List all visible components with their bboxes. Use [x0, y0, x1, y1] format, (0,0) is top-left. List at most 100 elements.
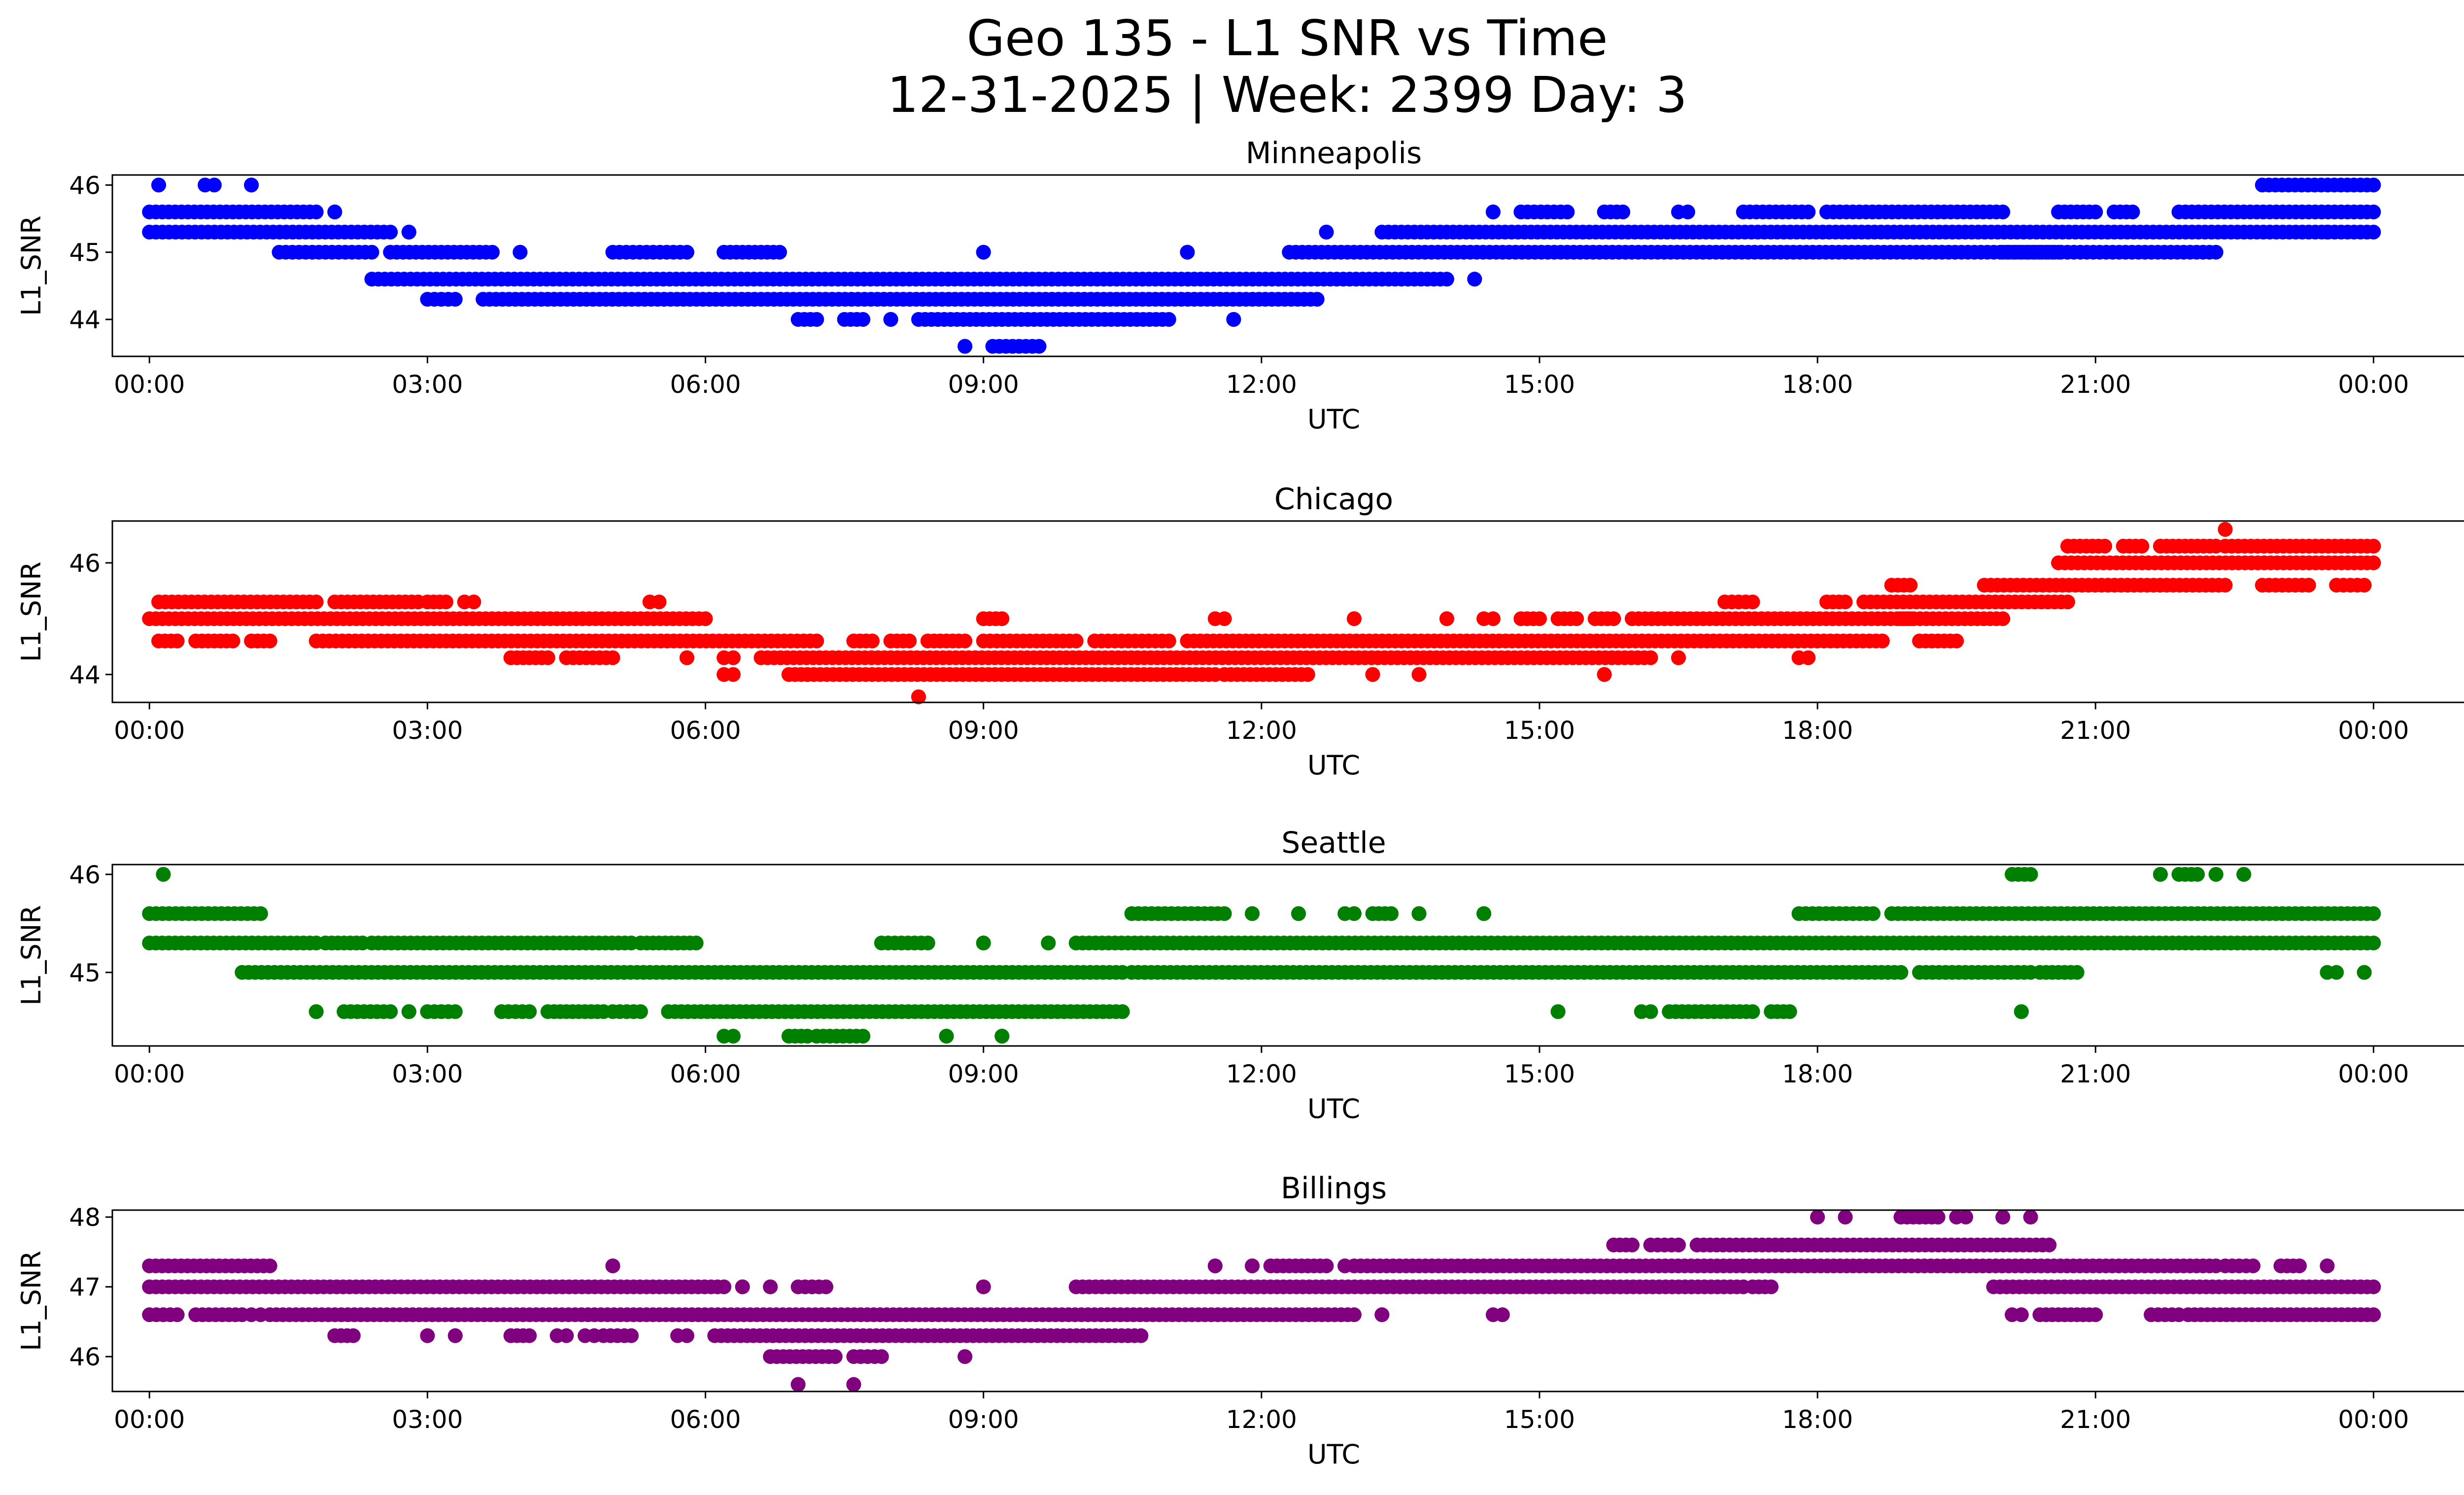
data-point	[827, 1349, 843, 1364]
data-point	[624, 1328, 639, 1343]
x-tick-label: 09:00	[948, 370, 1019, 399]
data-point	[1217, 906, 1232, 921]
x-tick-label: 06:00	[670, 370, 741, 399]
data-point	[1291, 906, 1306, 921]
data-point	[253, 906, 268, 921]
chart-title-line1: Geo 135 - L1 SNR vs Time	[967, 9, 1608, 67]
data-point	[1495, 1307, 1510, 1322]
data-point	[679, 650, 694, 665]
x-tick-label: 03:00	[392, 1405, 463, 1434]
data-point	[401, 224, 416, 240]
data-point	[1745, 1004, 1760, 1019]
data-point	[1569, 611, 1584, 626]
x-tick-label: 15:00	[1504, 1405, 1575, 1434]
data-point	[958, 339, 973, 354]
data-point	[790, 1377, 806, 1392]
x-tick-label: 00:00	[114, 1405, 185, 1434]
data-point	[939, 1029, 954, 1044]
x-tick-label: 12:00	[1226, 1060, 1297, 1088]
data-point	[1180, 244, 1195, 260]
data-point	[308, 1004, 324, 1019]
y-axis-label: L1_SNR	[16, 215, 47, 316]
data-point	[1319, 1258, 1334, 1274]
data-point	[1606, 611, 1621, 626]
data-point	[976, 244, 991, 260]
data-point	[2060, 594, 2075, 610]
data-point	[513, 244, 528, 260]
data-point	[1625, 1237, 1640, 1252]
data-point	[819, 1279, 833, 1294]
data-point	[2320, 224, 2335, 240]
x-tick-label: 18:00	[1782, 1060, 1853, 1088]
data-point	[651, 594, 667, 610]
data-point	[1875, 633, 1890, 649]
data-point	[2088, 205, 2103, 219]
data-point	[846, 1377, 861, 1392]
data-point	[717, 1279, 732, 1294]
data-point	[2218, 522, 2233, 537]
data-point	[1958, 1210, 1973, 1225]
subplot-title: Seattle	[1281, 826, 1386, 860]
data-point	[1365, 667, 1380, 682]
data-point	[308, 205, 324, 219]
x-tick-label: 18:00	[1782, 370, 1853, 399]
data-point	[151, 177, 166, 193]
x-tick-label: 00:00	[114, 716, 185, 745]
data-point	[225, 633, 240, 649]
data-point	[1346, 1307, 1362, 1322]
data-point	[874, 1349, 889, 1364]
data-point	[2218, 578, 2233, 593]
data-point	[2236, 867, 2252, 882]
data-point	[1671, 1237, 1686, 1252]
data-point	[976, 1279, 991, 1294]
data-point	[2208, 244, 2224, 260]
x-axis-label: UTC	[1307, 1439, 1360, 1470]
data-point	[2097, 539, 2113, 554]
data-point	[401, 1004, 416, 1019]
data-point	[522, 1328, 537, 1343]
x-tick-label: 18:00	[1782, 1405, 1853, 1434]
data-point	[688, 936, 704, 951]
data-point	[2125, 205, 2140, 219]
plot-frame	[111, 520, 2464, 703]
x-tick-label: 00:00	[114, 1060, 185, 1088]
data-point	[1745, 594, 1760, 610]
data-point	[345, 1328, 361, 1343]
data-point	[1161, 633, 1176, 649]
subplot-chicago: Chicago 00:00 03:00 06:00 09:00 12:00 15:00 18:…	[16, 482, 2464, 781]
data-point	[2134, 539, 2150, 554]
data-point	[1115, 1004, 1130, 1019]
data-point	[679, 244, 694, 260]
data-point	[1801, 205, 1816, 219]
data-point	[2366, 224, 2381, 240]
data-point	[2023, 867, 2038, 882]
data-point	[1411, 667, 1427, 682]
x-tick-label: 21:00	[2060, 370, 2131, 399]
data-point	[2069, 965, 2085, 980]
data-point	[725, 1029, 741, 1044]
data-point	[809, 633, 824, 649]
data-point	[1346, 906, 1362, 921]
y-tick-label: 45	[69, 239, 101, 267]
data-point	[2153, 867, 2168, 882]
data-point	[485, 244, 500, 260]
chart-title-line2: 12-31-2025 | Week: 2399 Day: 3	[887, 66, 1687, 124]
data-point	[2246, 1258, 2260, 1274]
data-point	[809, 312, 824, 327]
data-point	[2301, 578, 2316, 593]
x-tick-label: 15:00	[1504, 716, 1575, 745]
data-point	[735, 1279, 750, 1294]
data-point	[2357, 578, 2372, 593]
x-tick-label: 21:00	[2060, 1405, 2131, 1434]
data-point	[994, 1029, 1010, 1044]
data-point	[1810, 1210, 1825, 1225]
x-axis-label: UTC	[1307, 404, 1360, 435]
x-tick-label: 09:00	[948, 1060, 1019, 1088]
data-point	[466, 594, 481, 610]
data-point	[1866, 906, 1881, 921]
data-point	[1995, 1210, 2011, 1225]
data-point	[725, 650, 741, 665]
data-point	[1995, 205, 2011, 219]
data-point	[2366, 906, 2381, 921]
x-tick-label: 12:00	[1226, 716, 1297, 745]
